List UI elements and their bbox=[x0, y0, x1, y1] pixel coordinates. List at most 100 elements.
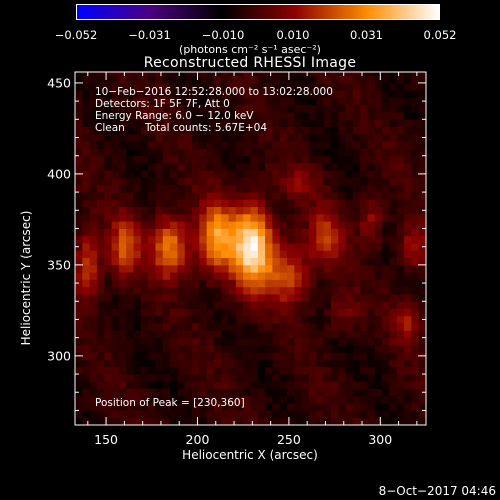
heatmap-cell bbox=[199, 352, 208, 360]
heatmap-cell bbox=[148, 155, 156, 164]
heatmap-cell bbox=[199, 155, 208, 164]
heatmap-cell bbox=[96, 162, 105, 171]
heatmap-cell bbox=[265, 388, 273, 397]
heatmap-cell bbox=[184, 90, 193, 98]
heatmap-cell bbox=[155, 97, 164, 106]
heatmap-cell bbox=[279, 352, 288, 360]
heatmap-cell bbox=[345, 235, 354, 244]
heatmap-cell bbox=[199, 104, 208, 113]
heatmap-cell bbox=[257, 257, 266, 266]
heatmap-cell bbox=[338, 75, 346, 84]
chart-title: Reconstructed RHESSI Image bbox=[143, 55, 357, 71]
heatmap-cell bbox=[177, 315, 186, 324]
heatmap-cell bbox=[374, 90, 383, 98]
heatmap-cell bbox=[148, 330, 156, 339]
heatmap-cell bbox=[279, 417, 288, 426]
heatmap-cell bbox=[111, 235, 120, 244]
heatmap-cell bbox=[250, 323, 259, 331]
heatmap-cell bbox=[396, 119, 405, 127]
heatmap-cell bbox=[272, 352, 281, 360]
heatmap-cell bbox=[352, 119, 361, 127]
heatmap-cell bbox=[221, 199, 229, 208]
heatmap-cell bbox=[199, 162, 208, 171]
heatmap-cell bbox=[89, 250, 98, 258]
heatmap-cell bbox=[374, 206, 383, 215]
heatmap-cell bbox=[389, 359, 398, 368]
heatmap-cell bbox=[330, 184, 339, 193]
heatmap-cell bbox=[367, 235, 376, 244]
heatmap-cell bbox=[75, 381, 83, 390]
heatmap-cell bbox=[279, 315, 288, 324]
heatmap-cell bbox=[257, 417, 266, 426]
heatmap-cell bbox=[330, 264, 339, 273]
heatmap-cell bbox=[148, 228, 156, 237]
heatmap-cell bbox=[177, 374, 186, 382]
heatmap-cell bbox=[330, 257, 339, 266]
heatmap-cell bbox=[177, 112, 186, 120]
heatmap-cell bbox=[111, 381, 120, 390]
heatmap-cell bbox=[235, 410, 244, 419]
heatmap-cell bbox=[367, 75, 376, 84]
heatmap-cell bbox=[228, 133, 237, 142]
heatmap-cell bbox=[148, 337, 156, 346]
heatmap-cell bbox=[184, 337, 193, 346]
heatmap-cell bbox=[155, 264, 164, 273]
heatmap-cell bbox=[82, 141, 91, 149]
heatmap-cell bbox=[309, 293, 317, 302]
heatmap-cell bbox=[155, 279, 164, 288]
heatmap-cell bbox=[411, 75, 420, 84]
heatmap-cell bbox=[96, 213, 105, 222]
heatmap-cell bbox=[162, 243, 171, 251]
heatmap-cell bbox=[418, 337, 427, 346]
heatmap-cell bbox=[360, 374, 368, 382]
heatmap-cell bbox=[177, 72, 186, 77]
heatmap-cell bbox=[192, 221, 200, 229]
heatmap-cell bbox=[126, 177, 134, 186]
heatmap-cell bbox=[126, 141, 134, 149]
heatmap-cell bbox=[155, 112, 164, 120]
heatmap-cell bbox=[352, 264, 361, 273]
heatmap-cell bbox=[213, 90, 222, 98]
heatmap-cell bbox=[250, 148, 259, 157]
heatmap-cell bbox=[118, 75, 127, 84]
heatmap-cell bbox=[126, 133, 134, 142]
heatmap-cell bbox=[316, 395, 325, 404]
heatmap-cell bbox=[360, 192, 368, 200]
heatmap-cell bbox=[148, 126, 156, 135]
heatmap-cell bbox=[411, 90, 420, 98]
heatmap-cell bbox=[82, 112, 91, 120]
heatmap-cell bbox=[301, 301, 310, 309]
heatmap-cell bbox=[126, 184, 134, 193]
heatmap-cell bbox=[228, 221, 237, 229]
heatmap-cell bbox=[360, 366, 368, 375]
heatmap-cell bbox=[206, 221, 215, 229]
heatmap-cell bbox=[374, 126, 383, 135]
heatmap-cell bbox=[345, 72, 354, 77]
heatmap-cell bbox=[382, 257, 390, 266]
heatmap-cell bbox=[148, 279, 156, 288]
heatmap-cell bbox=[323, 119, 332, 127]
heatmap-cell bbox=[148, 301, 156, 309]
heatmap-cell bbox=[265, 162, 273, 171]
heatmap-cell bbox=[162, 177, 171, 186]
heatmap-cell bbox=[309, 141, 317, 149]
heatmap-cell bbox=[228, 272, 237, 280]
heatmap-cell bbox=[330, 192, 339, 200]
heatmap-cell bbox=[287, 126, 295, 135]
heatmap-cell bbox=[279, 308, 288, 317]
heatmap-cell bbox=[338, 90, 346, 98]
heatmap-cell bbox=[360, 75, 368, 84]
heatmap-cell bbox=[404, 192, 412, 200]
heatmap-cell bbox=[177, 213, 186, 222]
heatmap-cell bbox=[162, 133, 171, 142]
heatmap-cell bbox=[294, 264, 303, 273]
heatmap-cell bbox=[213, 257, 222, 266]
heatmap-cell bbox=[243, 141, 251, 149]
heatmap-cell bbox=[418, 293, 427, 302]
heatmap-cell bbox=[352, 293, 361, 302]
heatmap-cell bbox=[396, 243, 405, 251]
heatmap-cell bbox=[411, 126, 420, 135]
heatmap-cell bbox=[294, 293, 303, 302]
heatmap-cell bbox=[82, 395, 91, 404]
colorbar-tick-label: −0.052 bbox=[54, 28, 98, 42]
